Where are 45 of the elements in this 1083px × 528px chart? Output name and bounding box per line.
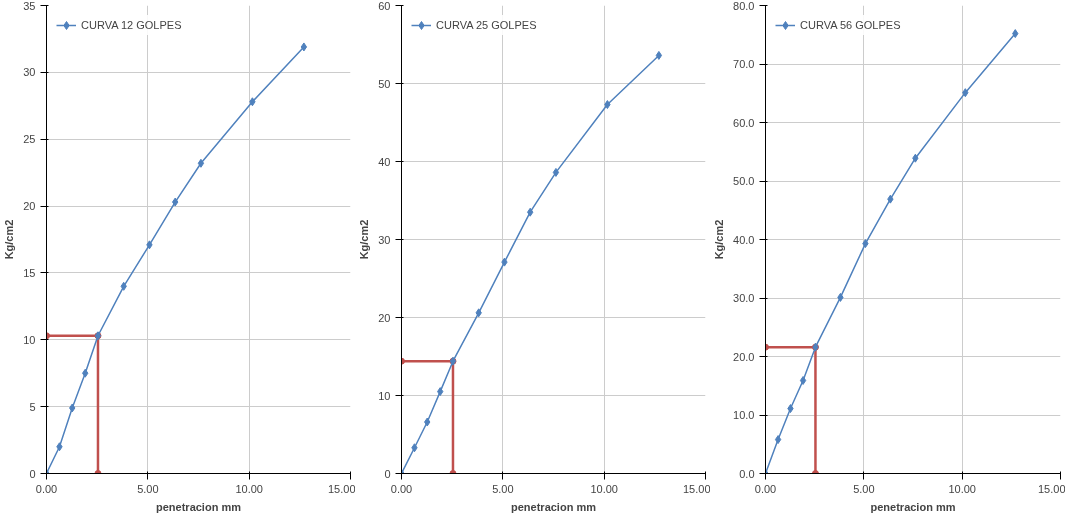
- y-tick-label: 40.0: [733, 233, 755, 246]
- legend-label: CURVA 25 GOLPES: [436, 19, 537, 31]
- y-tick-label: 25: [23, 133, 36, 146]
- x-tick-label: 10.00: [590, 482, 618, 495]
- x-tick-label: 5.00: [492, 482, 514, 495]
- y-tick-label: 30: [23, 66, 36, 79]
- y-tick-label: 15: [23, 266, 36, 279]
- x-tick-label: 5.00: [137, 482, 159, 495]
- y-axis-title: Kg/cm2: [713, 219, 726, 260]
- x-tick-label: 15.00: [682, 482, 711, 495]
- y-tick-label: 70.0: [733, 58, 755, 70]
- x-axis-title: penetracion mm: [156, 500, 242, 513]
- x-tick-label: 10.00: [235, 482, 263, 495]
- x-tick-label: 5.00: [853, 482, 875, 495]
- y-axis-title: Kg/cm2: [358, 219, 371, 260]
- y-tick-label: 20: [378, 311, 391, 324]
- x-axis-title: penetracion mm: [511, 500, 597, 513]
- y-tick-label: 20: [23, 200, 36, 213]
- y-tick-label: 0.0: [739, 467, 755, 480]
- y-tick-label: 10.0: [733, 409, 755, 421]
- y-tick-label: 40: [378, 155, 391, 168]
- x-tick-label: 10.00: [948, 482, 976, 495]
- y-tick-label: 30: [378, 233, 391, 246]
- legend-label: CURVA 56 GOLPES: [800, 19, 901, 31]
- y-tick-label: 0: [384, 467, 391, 480]
- y-tick-label: 35: [23, 0, 36, 12]
- y-tick-label: 60: [378, 0, 391, 12]
- y-tick-label: 0: [29, 467, 36, 480]
- y-tick-label: 20.0: [733, 350, 755, 363]
- y-tick-label: 80.0: [733, 0, 755, 12]
- x-tick-label: 0.00: [390, 482, 413, 495]
- x-tick-label: 15.00: [327, 482, 356, 495]
- x-axis-title: penetracion mm: [870, 500, 956, 513]
- y-tick-label: 60.0: [733, 116, 755, 129]
- y-tick-label: 10: [23, 333, 36, 346]
- y-axis-title: Kg/cm2: [3, 219, 16, 260]
- x-tick-label: 0.00: [35, 482, 58, 495]
- legend-label: CURVA 12 GOLPES: [81, 19, 182, 31]
- x-tick-label: 0.00: [754, 482, 777, 495]
- y-tick-label: 50.0: [733, 175, 755, 187]
- x-tick-label: 15.00: [1037, 482, 1066, 495]
- y-tick-label: 5: [29, 400, 36, 413]
- y-tick-label: 50: [378, 77, 391, 90]
- y-tick-label: 30.0: [733, 292, 755, 304]
- y-tick-label: 10: [378, 389, 391, 402]
